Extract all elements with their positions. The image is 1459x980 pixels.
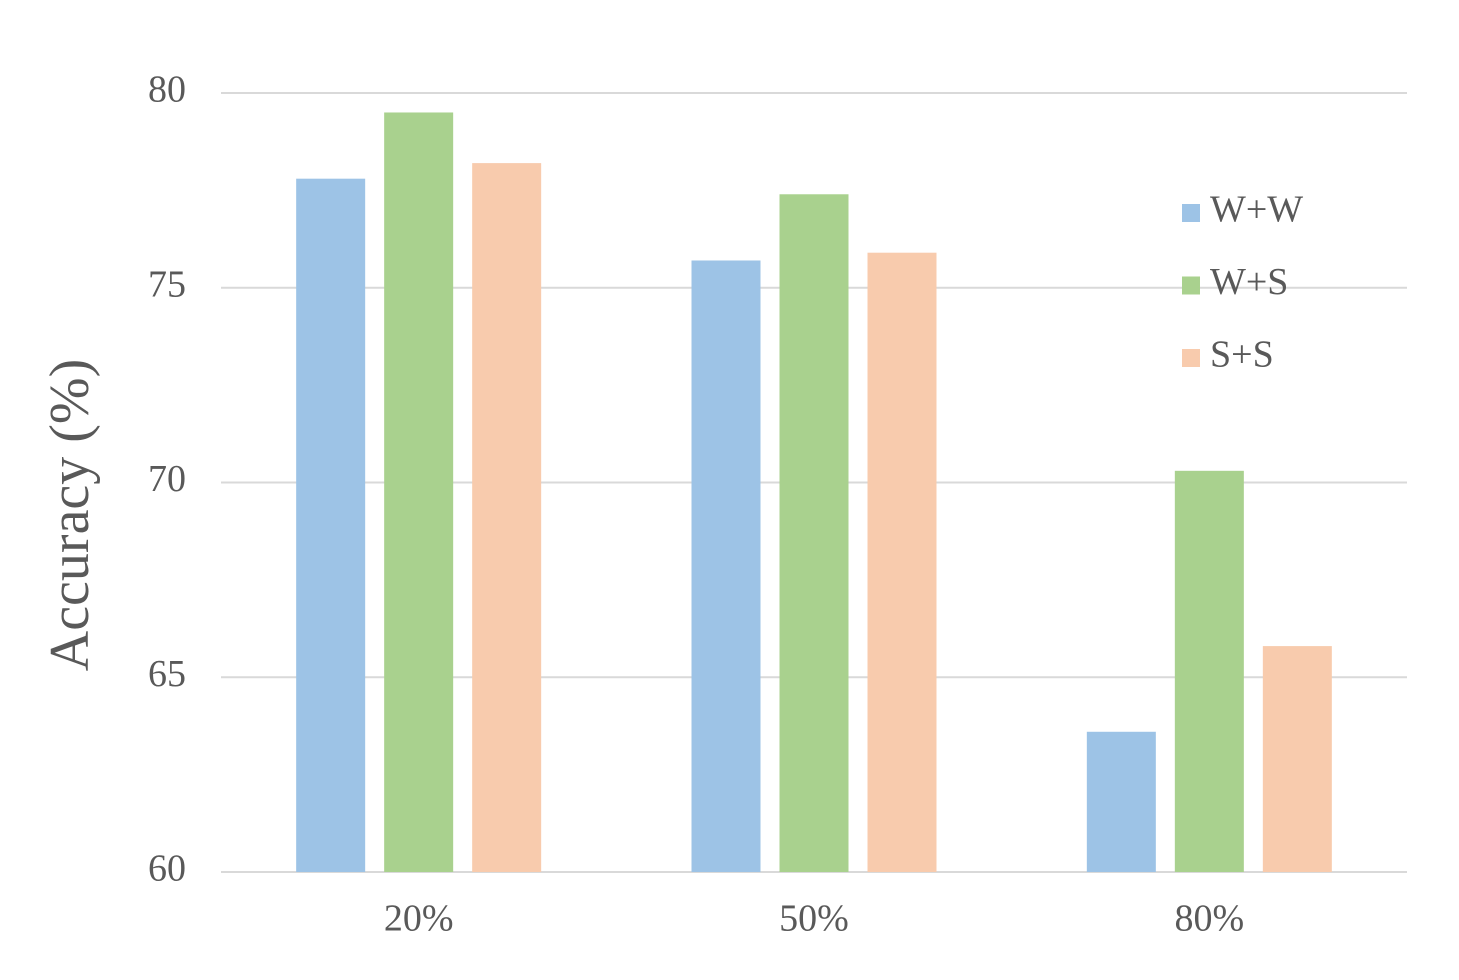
bar	[779, 194, 849, 872]
legend-label: W+W	[1210, 189, 1303, 231]
y-tick-label: 75	[148, 263, 186, 305]
bar	[296, 178, 366, 872]
legend-swatch	[1182, 204, 1200, 222]
bar	[472, 163, 542, 873]
legend-swatch	[1182, 276, 1200, 295]
y-tick-label: 80	[148, 69, 186, 111]
y-tick-label: 65	[148, 653, 186, 695]
bar	[384, 112, 454, 873]
y-axis-title: Accuracy (%)	[39, 359, 101, 671]
bar	[1086, 731, 1156, 872]
legend-label: W+S	[1210, 261, 1288, 303]
y-tick-label: 60	[148, 848, 186, 890]
x-tick-label: 80%	[1175, 898, 1245, 940]
bar	[1174, 470, 1244, 872]
x-tick-label: 20%	[384, 898, 454, 940]
bar	[1262, 646, 1332, 872]
legend-label: S+S	[1210, 334, 1274, 376]
bar	[867, 252, 937, 872]
y-tick-label: 70	[148, 458, 186, 500]
legend-swatch	[1182, 349, 1200, 367]
x-tick-label: 50%	[779, 898, 849, 940]
bar	[691, 260, 761, 872]
